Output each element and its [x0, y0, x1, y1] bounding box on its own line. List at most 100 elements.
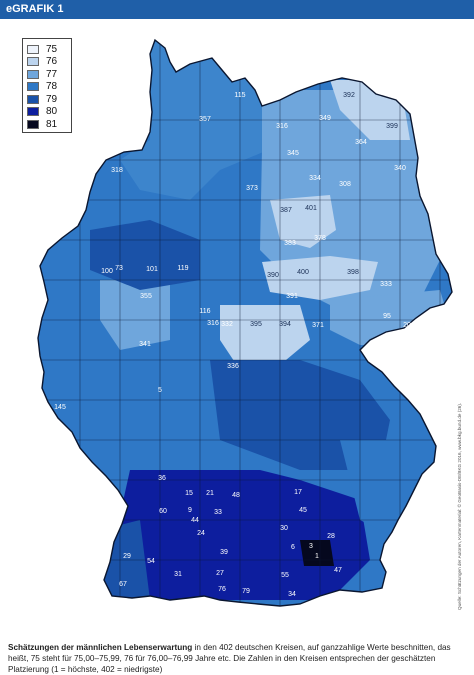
- district-rank-label: 55: [281, 572, 289, 579]
- legend-swatch: [27, 107, 39, 117]
- district-rank-label: 394: [279, 321, 291, 328]
- district-rank-label: 101: [146, 266, 158, 273]
- district-rank-label: 73: [115, 265, 123, 272]
- district-rank-label: 27: [216, 570, 224, 577]
- district-rank-label: 316: [276, 123, 288, 130]
- district-rank-label: 36: [158, 475, 166, 482]
- district-rank-label: 400: [297, 269, 309, 276]
- district-rank-label: 119: [177, 265, 188, 272]
- district-rank-label: 34: [288, 591, 296, 598]
- district-rank-label: 357: [199, 116, 211, 123]
- district-rank-label: 9: [188, 507, 192, 514]
- legend-label: 78: [46, 81, 58, 93]
- legend-swatch: [27, 69, 39, 79]
- district-rank-label: 334: [309, 175, 321, 182]
- district-rank-label: 318: [111, 167, 123, 174]
- district-rank-label: 5: [158, 387, 162, 394]
- legend-item-79: 79: [27, 93, 68, 106]
- district-rank-label: 333: [380, 281, 392, 288]
- district-rank-label: 54: [147, 558, 155, 565]
- graphic-title: eGRAFIK 1: [6, 3, 64, 15]
- region-munich-81: [300, 540, 334, 566]
- district-rank-label: 1: [315, 553, 319, 560]
- district-rank-label: 6: [291, 544, 295, 551]
- district-regions: [38, 40, 452, 606]
- legend-label: 76: [46, 56, 58, 68]
- district-rank-label: 378: [314, 235, 326, 242]
- district-borders: [40, 40, 452, 606]
- district-rank-label: 47: [334, 567, 342, 574]
- district-rank-label: 316: [207, 320, 219, 327]
- region-west-77: [100, 280, 170, 350]
- district-rank-label: 364: [355, 139, 367, 146]
- legend-item-81: 81: [27, 118, 68, 131]
- district-rank-label: 391: [286, 293, 298, 300]
- legend-item-75: 75: [27, 43, 68, 56]
- district-rank-label: 39: [220, 549, 228, 556]
- district-rank-label: 95: [383, 313, 391, 320]
- district-rank-label: 345: [287, 150, 299, 157]
- region-east-bavaria-78: [340, 440, 440, 540]
- district-rank-label: 399: [386, 123, 398, 130]
- legend-swatch: [27, 57, 39, 67]
- district-rank-label: 24: [197, 530, 205, 537]
- figure-caption: Schätzungen der männlichen Lebenserwartu…: [8, 642, 470, 675]
- region-hesse-76: [220, 305, 310, 370]
- source-note: Quelle: Schätzungen der Autoren, Kartenm…: [457, 402, 462, 610]
- district-rank-label: 390: [267, 272, 279, 279]
- district-rank-label: 373: [246, 185, 258, 192]
- district-rank-label: 44: [191, 517, 199, 524]
- district-rank-label: 20: [403, 322, 411, 329]
- legend-swatch: [27, 82, 39, 92]
- legend-label: 77: [46, 68, 58, 80]
- district-rank-label: 401: [305, 205, 317, 212]
- district-rank-label: 21: [206, 490, 214, 497]
- district-rank-label: 349: [319, 115, 331, 122]
- legend-label: 75: [46, 43, 58, 55]
- district-rank-label: 17: [294, 489, 302, 496]
- district-rank-label: 371: [312, 322, 324, 329]
- district-rank-label: 116: [199, 308, 210, 315]
- map-legend: 75 76 77 78 79 80 81: [22, 38, 72, 133]
- district-rank-label: 3: [309, 543, 313, 550]
- district-rank-label: 392: [343, 92, 355, 99]
- legend-item-78: 78: [27, 81, 68, 94]
- district-rank-label: 33: [214, 509, 222, 516]
- district-rank-label: 76: [218, 586, 226, 593]
- district-rank-label: 31: [174, 571, 182, 578]
- district-rank-label: 15: [185, 490, 193, 497]
- district-rank-label: 340: [394, 165, 406, 172]
- district-rank-label: 79: [242, 588, 250, 595]
- district-rank-label: 145: [54, 404, 66, 411]
- district-rank-label: 332: [221, 321, 233, 328]
- legend-item-76: 76: [27, 56, 68, 69]
- legend-label: 79: [46, 93, 58, 105]
- legend-swatch: [27, 119, 39, 129]
- region-nrw-79: [90, 220, 200, 290]
- district-rank-label: 308: [339, 181, 351, 188]
- district-rank-label: 28: [327, 533, 335, 540]
- district-rank-label: 100: [101, 268, 113, 275]
- legend-item-77: 77: [27, 68, 68, 81]
- district-rank-label: 60: [159, 508, 167, 515]
- header-bar: eGRAFIK 1: [0, 0, 474, 19]
- district-rank-label: 29: [123, 553, 131, 560]
- district-rank-label: 336: [227, 363, 239, 370]
- region-middle-76: [270, 195, 336, 248]
- legend-swatch: [27, 94, 39, 104]
- legend-item-80: 80: [27, 106, 68, 119]
- district-rank-label: 45: [299, 507, 307, 514]
- caption-bold: Schätzungen der männlichen Lebenserwartu…: [8, 643, 193, 652]
- rank-labels: 3923993493163453643083343401153573733183…: [54, 92, 411, 598]
- germany-map: 3923993493163453643083343401153573733183…: [37, 39, 453, 607]
- legend-label: 81: [46, 118, 58, 130]
- district-rank-label: 67: [119, 581, 127, 588]
- legend-swatch: [27, 44, 39, 54]
- district-rank-label: 341: [139, 341, 151, 348]
- district-rank-label: 355: [140, 293, 152, 300]
- district-rank-label: 398: [347, 269, 359, 276]
- district-rank-label: 383: [284, 240, 296, 247]
- district-rank-label: 115: [234, 92, 245, 99]
- district-rank-label: 30: [280, 525, 288, 532]
- district-rank-label: 48: [232, 492, 240, 499]
